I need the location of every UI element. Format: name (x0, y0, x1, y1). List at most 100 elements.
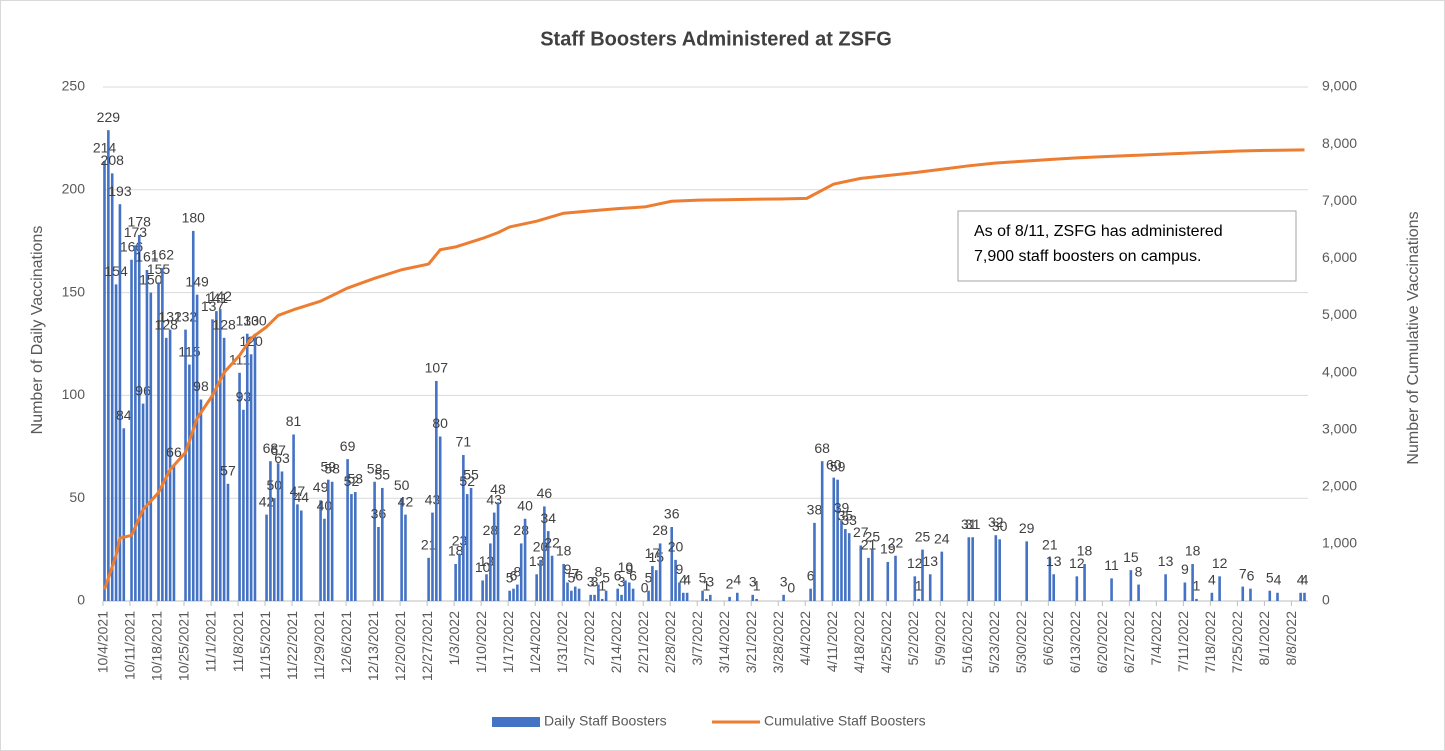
data-label: 6 (614, 567, 622, 583)
data-label: 68 (814, 440, 830, 456)
bar (928, 574, 932, 601)
data-label: 3 (706, 574, 714, 590)
x-tick-label: 7/11/2022 (1175, 611, 1191, 672)
bar (844, 529, 847, 601)
data-label: 5 (699, 569, 707, 585)
bar (813, 522, 816, 601)
data-label: 52 (344, 473, 360, 489)
bar (1110, 578, 1113, 601)
bar (404, 514, 407, 601)
y-axis-title: Number of Daily Vaccinations (29, 226, 46, 435)
data-label: 81 (286, 413, 302, 429)
bar (145, 269, 149, 601)
data-label: 0 (787, 580, 795, 596)
bar (469, 487, 473, 601)
data-label: 58 (367, 460, 383, 476)
data-label: 18 (556, 543, 572, 559)
bar (199, 399, 203, 601)
data-label: 49 (313, 479, 329, 495)
bar (543, 506, 546, 601)
bar (168, 329, 172, 601)
data-label: 22 (544, 534, 560, 550)
data-label: 17 (645, 545, 661, 561)
x-tick-label: 11/22/2021 (284, 611, 300, 680)
bar (137, 235, 141, 602)
data-label: 53 (348, 471, 364, 487)
bar (161, 267, 164, 601)
x-tick-label: 10/18/2021 (149, 611, 165, 681)
bar (431, 512, 434, 601)
bar (840, 520, 843, 601)
bar (751, 594, 755, 601)
x-tick-label: 1/17/2022 (500, 611, 516, 673)
x-tick-label: 7/25/2022 (1229, 611, 1245, 673)
x-tick-label: 2/14/2022 (608, 611, 624, 673)
data-label: 11 (1104, 557, 1119, 573)
plot-area: 05010015020025001,0002,0003,0004,0005,00… (62, 78, 1358, 681)
bar (516, 584, 519, 601)
data-label: 3 (780, 574, 788, 590)
bar (1137, 584, 1140, 601)
data-label: 2 (726, 576, 734, 592)
bar (354, 492, 357, 601)
y2-tick-label: 4,000 (1322, 363, 1357, 379)
y2-tick-label: 5,000 (1322, 306, 1357, 322)
bar (465, 494, 469, 601)
bar (871, 549, 874, 601)
bar (157, 282, 160, 601)
data-label: 57 (220, 463, 236, 479)
data-label: 55 (463, 467, 479, 483)
data-label: 107 (425, 360, 449, 376)
x-tick-label: 5/16/2022 (959, 611, 975, 673)
data-label: 36 (664, 506, 680, 522)
bar (373, 481, 376, 601)
x-tick-label: 11/29/2021 (311, 611, 327, 680)
data-label: 161 (135, 249, 159, 265)
data-label: 3 (591, 574, 599, 590)
data-label: 66 (166, 444, 182, 460)
data-label: 4 (683, 571, 691, 587)
x-tick-label: 1/3/2022 (446, 611, 462, 666)
data-label: 1 (1193, 578, 1201, 594)
bar (350, 494, 353, 601)
bar (242, 409, 245, 601)
data-label: 22 (888, 534, 904, 550)
bar (462, 455, 465, 601)
data-label: 9 (625, 561, 633, 577)
bar (481, 580, 484, 601)
data-label: 96 (135, 382, 151, 398)
bar (562, 563, 565, 601)
bar (211, 319, 214, 601)
x-tick-label: 12/13/2021 (365, 611, 381, 681)
data-label: 4 (679, 571, 687, 587)
x-tick-label: 10/4/2021 (95, 611, 111, 673)
bar (971, 537, 974, 601)
data-label: 28 (652, 522, 668, 538)
bar (226, 483, 230, 601)
data-label: 55 (375, 467, 391, 483)
legend-swatch (492, 717, 540, 727)
bar (728, 596, 731, 601)
data-label: 4 (733, 571, 741, 587)
legend-label: Cumulative Staff Boosters (764, 713, 926, 729)
bar (600, 598, 604, 601)
bar (651, 566, 654, 601)
data-label: 5 (567, 569, 575, 585)
bar (218, 309, 222, 601)
data-label: 28 (483, 522, 499, 538)
data-label: 43 (425, 491, 441, 507)
bar (134, 245, 137, 601)
bar (323, 518, 326, 601)
bar (539, 559, 542, 601)
data-label: 6 (575, 567, 583, 583)
bar (1164, 574, 1167, 601)
bar (620, 594, 623, 601)
y-tick-label: 150 (62, 283, 86, 299)
bar (1183, 582, 1187, 601)
data-label: 1 (703, 578, 711, 594)
bar (172, 465, 176, 601)
data-label: 18 (1077, 543, 1093, 559)
bar (1129, 570, 1133, 601)
bar (122, 428, 126, 601)
